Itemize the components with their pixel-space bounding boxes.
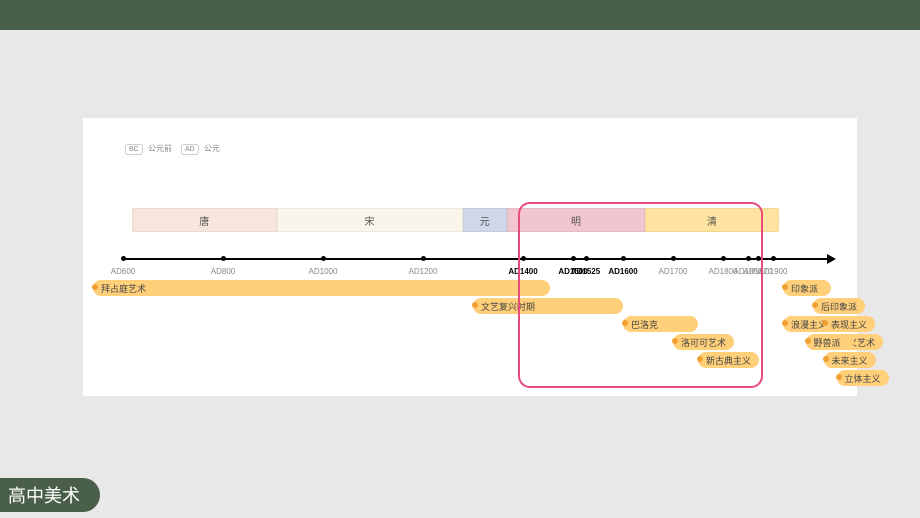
movement-dot	[812, 302, 818, 308]
movement-dot	[782, 284, 788, 290]
movement-dot	[782, 320, 788, 326]
header-bar	[0, 0, 920, 30]
movement-label: 印象派	[791, 282, 818, 295]
tick-dot	[221, 256, 226, 261]
legend-ad-label: 公元	[204, 144, 220, 153]
legend-ad-tag: AD	[181, 144, 199, 155]
movement-label: 未来主义	[832, 354, 868, 367]
axis-arrow	[827, 254, 836, 264]
tick-label: AD1000	[309, 267, 338, 276]
legend: BC 公元前 AD 公元	[125, 143, 220, 155]
movement-dot	[472, 302, 478, 308]
movement-bar[interactable]: 野兽派	[806, 334, 854, 350]
movement-bar[interactable]: 表现主义	[823, 316, 875, 332]
tick-label: AD800	[211, 267, 235, 276]
movement-dot	[822, 320, 828, 326]
movement-bar[interactable]: 未来主义	[824, 352, 876, 368]
highlight-box	[518, 202, 763, 388]
dynasty-2: 元	[463, 208, 508, 232]
tick-dot	[321, 256, 326, 261]
movement-label: 野兽派	[814, 336, 841, 349]
movement-label: 立体主义	[845, 372, 881, 385]
tick-dot	[121, 256, 126, 261]
tick-label: AD600	[111, 267, 135, 276]
dynasty-1: 宋	[277, 208, 463, 232]
page-title-badge: 高中美术	[0, 478, 100, 512]
movement-dot	[823, 356, 829, 362]
movement-label: 拜占庭艺术	[101, 282, 146, 295]
movement-bar[interactable]: 立体主义	[837, 370, 889, 386]
tick-label: AD1200	[409, 267, 438, 276]
movement-label: 表现主义	[831, 318, 867, 331]
timeline-panel: BC 公元前 AD 公元 唐宋元明清 AD600AD800AD1000AD120…	[83, 118, 857, 396]
movement-label: 后印象派	[821, 300, 857, 313]
dynasty-0: 唐	[132, 208, 277, 232]
tick-dot	[421, 256, 426, 261]
movement-dot	[92, 284, 98, 290]
movement-bar[interactable]: 后印象派	[813, 298, 865, 314]
movement-bar[interactable]: 印象派	[783, 280, 831, 296]
legend-bc-label: 公元前	[148, 144, 172, 153]
movement-dot	[836, 374, 842, 380]
movement-bar[interactable]: 拜占庭艺术	[93, 280, 550, 296]
legend-bc-tag: BC	[125, 144, 143, 155]
movement-dot	[805, 338, 811, 344]
tick-dot	[771, 256, 776, 261]
